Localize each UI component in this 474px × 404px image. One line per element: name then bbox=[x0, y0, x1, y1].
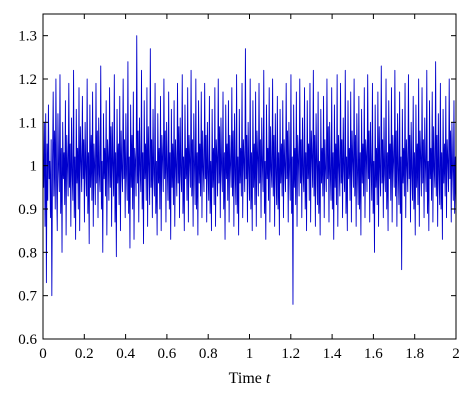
y-tick-label: 1.2 bbox=[18, 72, 37, 88]
series-layer bbox=[42, 35, 457, 305]
x-tick-label: 0.6 bbox=[158, 346, 177, 362]
y-tick-label: 1.3 bbox=[18, 29, 37, 45]
x-tick-label: 2 bbox=[452, 346, 460, 362]
x-axis-label-text: Time bbox=[229, 370, 262, 387]
y-tick-label: 1 bbox=[30, 159, 38, 175]
x-tick-label: 1.4 bbox=[323, 346, 342, 362]
x-axis-label-variable: t bbox=[266, 370, 271, 387]
y-tick-label: 0.9 bbox=[18, 202, 37, 218]
y-tick-label: 0.7 bbox=[18, 289, 37, 305]
series-line-1 bbox=[42, 35, 457, 305]
y-axis-ticks: 0.6 0.7 0.8 0.9 1 1.1 1.2 1.3 bbox=[18, 29, 456, 348]
y-tick-label: 0.6 bbox=[18, 332, 37, 348]
x-tick-label: 1 bbox=[246, 346, 254, 362]
x-tick-label: 1.2 bbox=[281, 346, 300, 362]
y-tick-label: 1.1 bbox=[18, 115, 37, 131]
x-axis-ticks: 0 0.2 0.4 0.6 0.8 1 1.2 1.4 1.6 1.8 2 bbox=[39, 14, 460, 362]
x-axis-label: Time t bbox=[229, 370, 271, 387]
x-tick-label: 0.8 bbox=[199, 346, 218, 362]
y-tick-label: 0.8 bbox=[18, 245, 37, 261]
x-tick-label: 0 bbox=[39, 346, 47, 362]
x-tick-label: 1.8 bbox=[405, 346, 424, 362]
x-tick-label: 0.2 bbox=[75, 346, 94, 362]
x-tick-label: 1.6 bbox=[364, 346, 383, 362]
x-tick-label: 0.4 bbox=[116, 346, 135, 362]
